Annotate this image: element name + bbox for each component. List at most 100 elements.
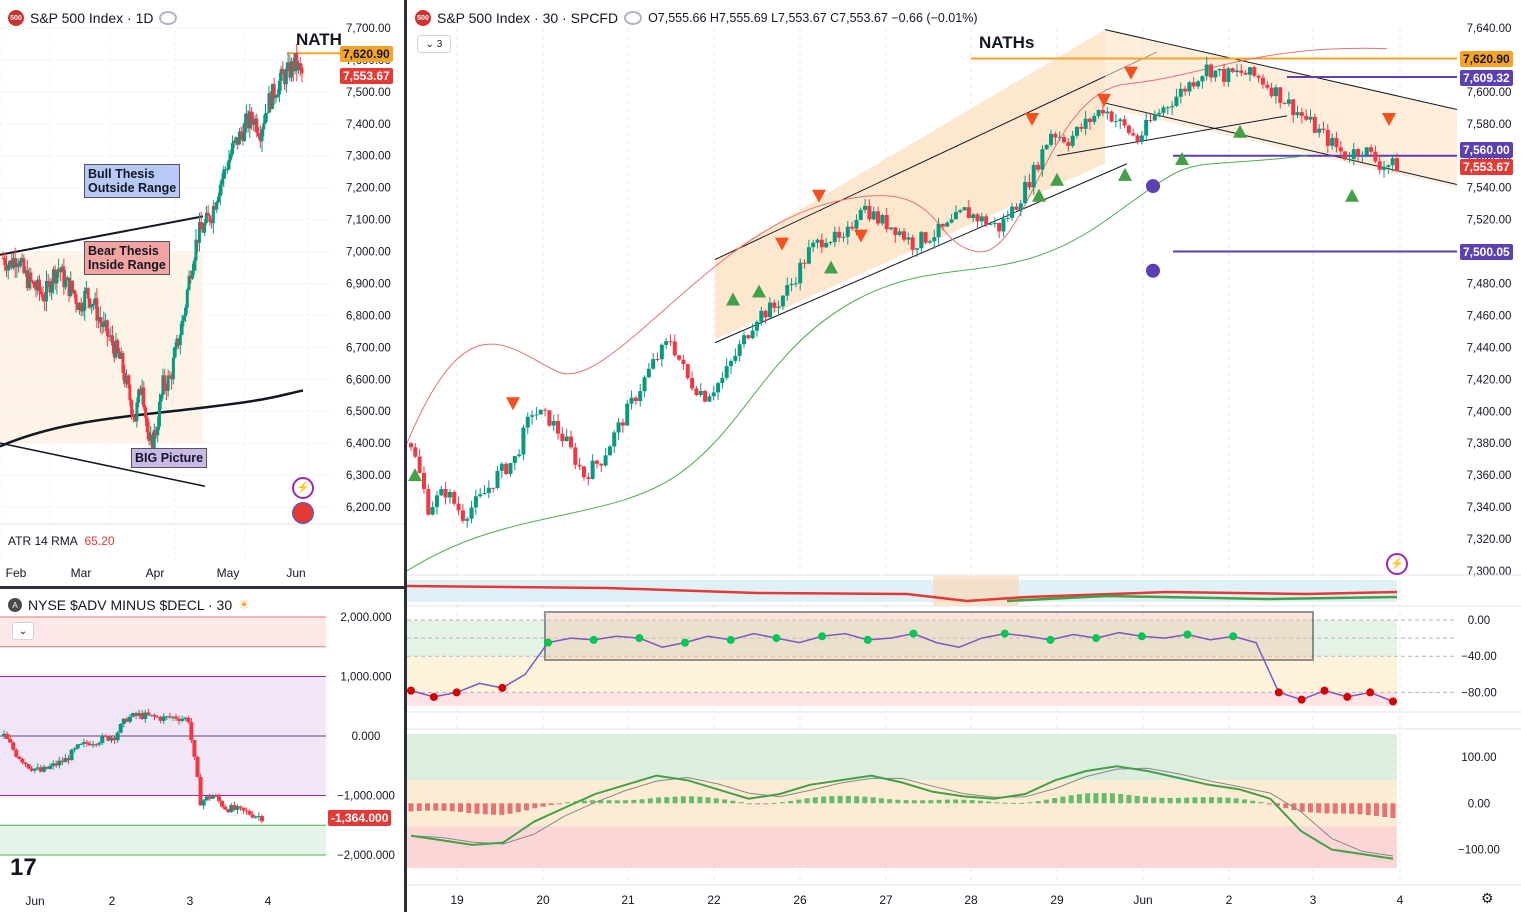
intraday-candle — [1364, 147, 1369, 156]
intraday-candle — [629, 397, 634, 404]
buy-signal-triangle — [1118, 167, 1132, 181]
intraday-candle — [612, 432, 617, 447]
breadth-chart-pane[interactable]: 2,000.000 1,000.000 0.000 −1,000.000 −2,000.… — [0, 589, 404, 912]
sell-signal-triangle — [812, 189, 826, 203]
main-chart-svg[interactable]: 7,640.007,620.007,600.007,580.007,560.00… — [407, 0, 1521, 912]
breadth-candle — [5, 733, 10, 739]
intraday-candle — [997, 222, 1002, 232]
osc2-histogram-bar — [1151, 797, 1157, 804]
osc2-histogram-bar — [705, 797, 711, 804]
osc2-histogram-bar — [1175, 797, 1181, 804]
daily-candle — [48, 281, 52, 293]
naths-label: NATHs — [979, 33, 1035, 52]
breadth-candle — [75, 744, 80, 749]
daily-chart-pane[interactable]: 7,700.007,600.007,500.007,400.007,300.00… — [0, 0, 404, 586]
mid-channel-line — [1056, 115, 1288, 157]
daily-candle — [196, 239, 200, 244]
breadth-candle — [124, 718, 129, 722]
daily-candle — [31, 281, 35, 283]
daily-candle — [149, 434, 153, 441]
intraday-candle — [841, 236, 846, 238]
chevron-down-icon[interactable]: ⌄ — [12, 622, 34, 640]
osc2-histogram-bar — [647, 798, 653, 804]
daily-candle — [185, 289, 189, 308]
daily-chart-svg[interactable]: 7,700.007,600.007,500.007,400.007,300.00… — [0, 0, 404, 586]
daily-candle — [187, 275, 191, 290]
intraday-candle — [824, 243, 829, 248]
daily-chart-header: 500 S&P 500 Index · 1D — [8, 10, 178, 26]
y-axis-label: 7,600.00 — [1467, 87, 1512, 99]
osc1-lower-zone — [407, 692, 1397, 706]
osc2-histogram-bar — [1291, 803, 1297, 811]
osc2-histogram-bar — [854, 796, 860, 804]
daily-candle — [145, 417, 149, 433]
breadth-candle — [232, 805, 237, 810]
daily-candle — [173, 347, 177, 358]
daily-candle — [20, 258, 24, 261]
osc2-histogram-bar — [1142, 796, 1148, 804]
breadth-candle — [14, 749, 19, 757]
intraday-candle — [633, 397, 638, 402]
intraday-candle — [867, 205, 872, 220]
y-axis-label: 6,900.00 — [346, 278, 391, 290]
osc1-dot-green — [1000, 629, 1009, 638]
us-flag-icon[interactable] — [292, 502, 314, 524]
osc2-histogram-bar — [689, 796, 695, 804]
tradingview-logo-icon[interactable]: 17 — [10, 854, 37, 881]
osc2-histogram-bar — [482, 803, 488, 815]
pane-divider-horizontal[interactable] — [0, 586, 404, 589]
daily-candle — [225, 169, 229, 171]
visibility-icon[interactable] — [624, 11, 643, 25]
intraday-candle — [1334, 137, 1339, 148]
intraday-candle — [1196, 81, 1201, 87]
note-bear-thesis[interactable]: Bear Thesis Inside Range — [84, 241, 170, 275]
intraday-candle — [780, 295, 785, 307]
intraday-candle — [1360, 155, 1365, 157]
pane-divider-vertical[interactable] — [404, 0, 407, 912]
intraday-candle — [413, 447, 418, 457]
x-axis-label: Jun — [286, 566, 305, 580]
breadth-chart-svg[interactable]: 2,000.000 1,000.000 0.000 −1,000.000 −2,000.… — [0, 589, 404, 912]
daily-candle — [126, 375, 130, 385]
osc2-histogram-bar — [1241, 799, 1247, 804]
visibility-icon[interactable] — [159, 11, 178, 25]
breadth-candle — [229, 805, 234, 813]
x-axis-label: 4 — [265, 894, 272, 908]
osc2-histogram-bar — [639, 799, 645, 804]
osc2-histogram-bar — [1167, 797, 1173, 804]
x-axis-label: Feb — [6, 566, 27, 580]
osc1-dot-red — [452, 688, 461, 697]
osc2-histogram-bar — [977, 800, 983, 804]
intraday-candle — [984, 216, 989, 225]
intraday-candle — [772, 302, 777, 308]
level-tag-1: 7,620.90 — [1460, 51, 1513, 67]
lightning-alert-icon[interactable]: ⚡ — [292, 477, 314, 499]
osc1-dot-red — [1343, 692, 1352, 701]
osc2-histogram-bar — [1357, 803, 1363, 815]
intraday-candle — [538, 409, 543, 415]
intraday-candle — [776, 306, 781, 308]
lightning-alert-icon[interactable]: ⚡ — [1386, 553, 1408, 575]
breadth-candle — [63, 758, 68, 763]
osc1-dot-green — [544, 638, 553, 647]
breadth-candle — [247, 811, 252, 815]
y-axis-label: 7,540.00 — [1467, 183, 1512, 195]
intraday-candle — [465, 518, 470, 521]
note-big-picture[interactable]: BIG Picture — [131, 448, 208, 468]
breadth-last-tag: -1,364.000 — [328, 810, 392, 826]
note-bull-thesis[interactable]: Bull Thesis Outside Range — [84, 164, 181, 198]
ohlc-readout: O7,555.66 H7,555.69 L7,553.67 C7,553.67 … — [648, 11, 978, 25]
intraday-candle — [1351, 149, 1356, 159]
y-axis-label: 0.00 — [1468, 798, 1490, 810]
collapse-indicators-button[interactable]: ⌄ 3 — [417, 35, 451, 53]
intraday-candle — [992, 222, 997, 224]
intraday-candle — [1018, 203, 1023, 210]
main-chart-pane[interactable]: 7,640.007,620.007,600.007,580.007,560.00… — [407, 0, 1521, 912]
breadth-candle — [217, 796, 221, 802]
daily-candle — [237, 131, 241, 145]
settings-gear-icon[interactable]: ⚙ — [1481, 890, 1494, 906]
x-axis-label: Apr — [146, 566, 165, 580]
y-axis-label: 7,360.00 — [1467, 470, 1512, 482]
intraday-candle — [1343, 151, 1348, 160]
intraday-candle — [724, 366, 729, 378]
